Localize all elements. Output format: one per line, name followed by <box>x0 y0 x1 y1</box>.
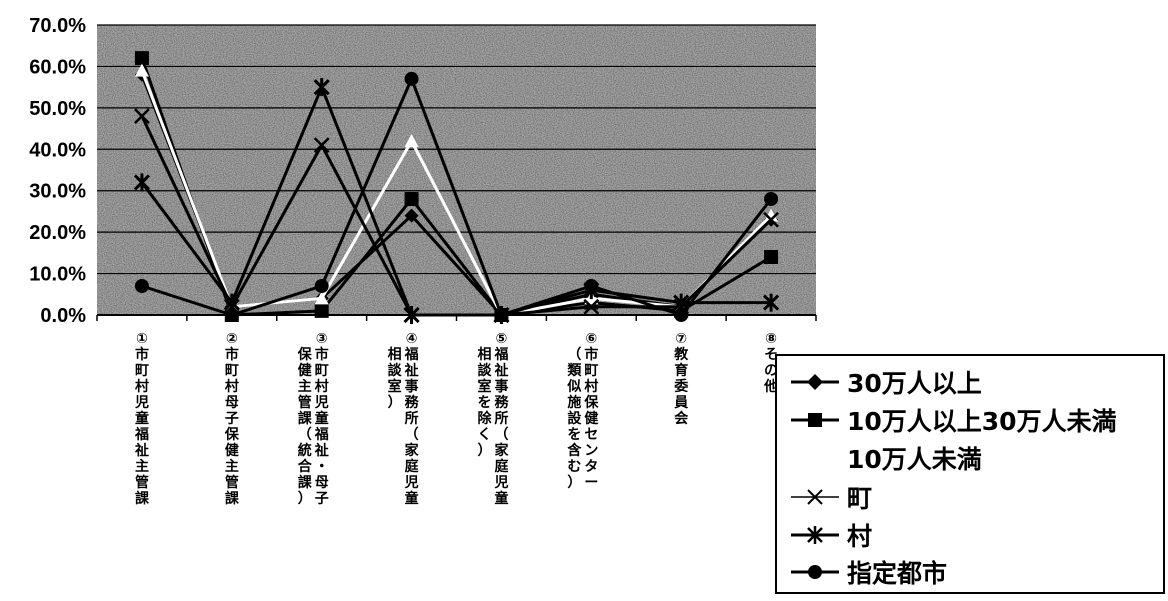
x-axis-label: ⑥ 市町村保健センター <box>583 331 599 491</box>
legend-label: 町 <box>847 484 873 513</box>
x-axis-label: ① 市町村児童福祉主管課 <box>134 331 150 507</box>
data-point <box>313 137 330 154</box>
data-point <box>584 279 599 293</box>
legend-marker-x <box>791 489 839 505</box>
data-point <box>764 208 779 222</box>
series-line <box>141 77 773 317</box>
y-tick-label: 40.0% <box>29 139 86 161</box>
legend-label: 指定都市 <box>847 559 948 588</box>
data-point <box>404 134 419 147</box>
x-axis-label: ⑧ その他 <box>763 331 778 395</box>
data-point <box>763 293 780 312</box>
data-point <box>134 108 150 125</box>
data-point <box>314 291 329 305</box>
legend-item: 指定都市 <box>777 552 947 592</box>
x-axis-label: ④ 福祉事務所（家庭児童 <box>404 331 420 507</box>
data-point <box>583 298 600 315</box>
legend-item: 町 <box>777 477 872 517</box>
legend-label: 30万人以上 <box>847 369 982 398</box>
legend-marker-diamond <box>791 374 839 390</box>
data-point <box>313 78 330 97</box>
legend-item: 10万人以上30万人未満 <box>777 400 1117 440</box>
data-point <box>764 250 779 264</box>
y-tick-label: 0.0% <box>40 305 86 327</box>
y-tick-label: 30.0% <box>29 181 86 203</box>
y-tick-label: 20.0% <box>29 222 86 244</box>
y-axis-ticks: 0.0% 10.0% 20.0% 30.0% 40.0% 50.0% 60.0% 70.0% <box>29 15 86 327</box>
x-axis-label: 相談室を除く） <box>477 346 492 459</box>
x-axis-label: （類似施設を含む） <box>566 347 582 491</box>
y-tick-label: 10.0% <box>29 264 86 286</box>
legend-label: 村 <box>847 522 873 551</box>
legend-marker-triangle <box>791 450 839 465</box>
series <box>134 71 779 322</box>
data-point <box>404 208 419 223</box>
data-point <box>404 71 419 86</box>
x-axis-label: 保健主管課（統合課） <box>297 346 313 507</box>
data-point <box>404 192 419 206</box>
data-point <box>764 192 779 206</box>
data-point <box>314 279 329 293</box>
y-tick-label: 50.0% <box>29 98 86 120</box>
legend-item: 村 <box>777 515 872 555</box>
x-axis-label: ② 市町村母子保健主管課 <box>224 331 240 507</box>
legend-label: 10万人以上30万人未満 <box>847 407 1117 436</box>
legend-item: 30万人以上 <box>777 362 982 402</box>
legend-marker-circle <box>791 565 839 579</box>
data-point <box>763 211 779 228</box>
legend-label: 10万人未満 <box>847 445 982 474</box>
x-axis-label: ⑦ 教育委員会 <box>673 331 689 427</box>
legend: 30万人以上 10万人以上30万人未満 10万人未満 町 村 指定都市 <box>775 354 1165 594</box>
legend-marker-star <box>791 526 839 544</box>
data-point <box>134 279 149 293</box>
y-tick-label: 70.0% <box>29 15 86 37</box>
legend-item: 10万人未満 <box>777 438 982 478</box>
x-axis-label: ⑤ 福祉事務所（家庭児童 <box>493 331 509 507</box>
plot-area-texture <box>97 25 816 315</box>
data-point <box>133 173 150 192</box>
legend-marker-square <box>791 413 839 427</box>
x-axis-labels: ① 市町村児童福祉主管課 ② 市町村母子保健主管課 ③ 市町村児童福祉・母子保健主管課（統… <box>134 331 778 507</box>
data-point <box>134 63 149 77</box>
x-axis-label: ③ 市町村児童福祉・母子 <box>314 331 329 507</box>
y-tick-label: 60.0% <box>29 56 86 78</box>
data-point <box>134 51 149 66</box>
x-axis-label: 相談室） <box>388 346 403 411</box>
